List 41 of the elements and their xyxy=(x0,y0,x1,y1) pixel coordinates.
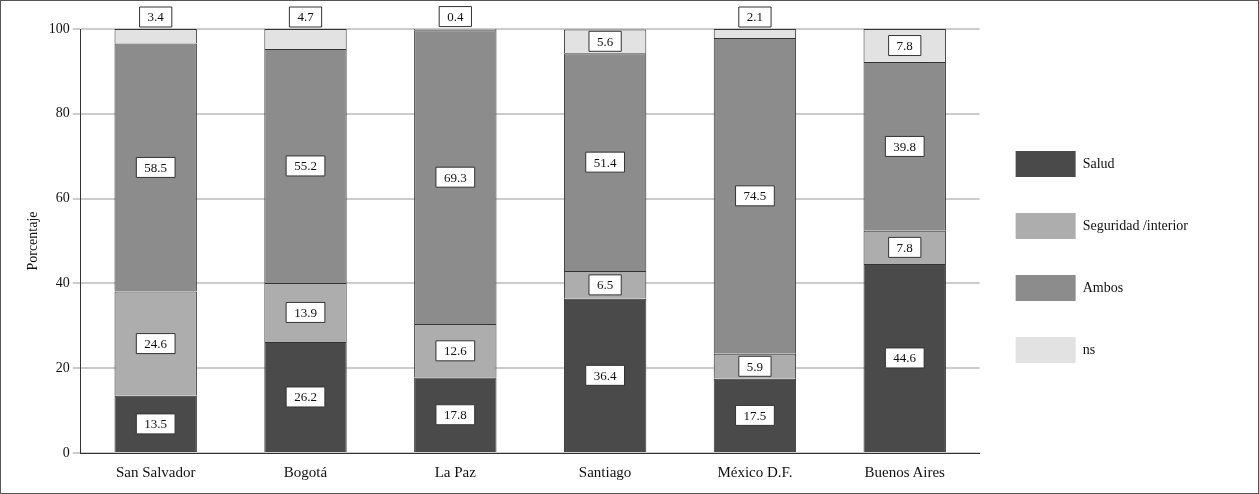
x-tick-label: Santiago xyxy=(578,463,632,480)
data-label: 5.6 xyxy=(597,33,614,49)
x-tick-label: San Salvador xyxy=(115,463,196,480)
x-tick-label: La Paz xyxy=(434,463,477,480)
y-axis-title: Porcentaje xyxy=(25,211,41,271)
data-label: 44.6 xyxy=(893,350,917,366)
data-label: 17.5 xyxy=(743,407,767,423)
y-tick-label: 0 xyxy=(62,444,70,460)
data-label: 3.4 xyxy=(147,9,165,25)
y-tick-label: 20 xyxy=(55,359,70,375)
y-tick-label: 80 xyxy=(55,105,70,121)
legend-label: ns xyxy=(1082,341,1096,357)
data-label: 5.9 xyxy=(746,358,764,374)
data-label: 2.1 xyxy=(746,9,764,25)
data-label: 7.8 xyxy=(896,239,913,255)
data-label: 36.4 xyxy=(593,367,617,383)
x-tick-label: México D.F. xyxy=(717,463,793,480)
data-label: 74.5 xyxy=(743,188,767,204)
legend-label: Seguridad /interior xyxy=(1082,217,1189,233)
data-label: 26.2 xyxy=(294,389,317,405)
data-label: 13.9 xyxy=(294,304,317,320)
data-label: 4.7 xyxy=(297,9,315,25)
data-label: 24.6 xyxy=(144,336,168,352)
data-label: 12.6 xyxy=(443,343,468,359)
data-label: 6.5 xyxy=(597,277,614,293)
legend-label: Ambos xyxy=(1082,279,1124,295)
data-label: 7.8 xyxy=(896,37,913,53)
data-label: 0.4 xyxy=(447,9,464,24)
y-tick-label: 100 xyxy=(48,20,70,36)
x-tick-label: Bogotá xyxy=(283,463,328,480)
x-tick-label: Buenos Aires xyxy=(864,463,946,480)
data-label: 13.5 xyxy=(144,416,168,432)
data-label: 55.2 xyxy=(294,158,317,174)
data-label: 58.5 xyxy=(144,159,168,175)
y-tick-label: 60 xyxy=(55,190,70,206)
data-label: 17.8 xyxy=(443,407,467,423)
y-tick-label: 40 xyxy=(55,275,70,291)
data-label: 69.3 xyxy=(443,169,467,185)
data-label: 51.4 xyxy=(593,154,617,170)
data-label: 39.8 xyxy=(893,138,917,154)
legend-label: Salud xyxy=(1082,155,1115,171)
